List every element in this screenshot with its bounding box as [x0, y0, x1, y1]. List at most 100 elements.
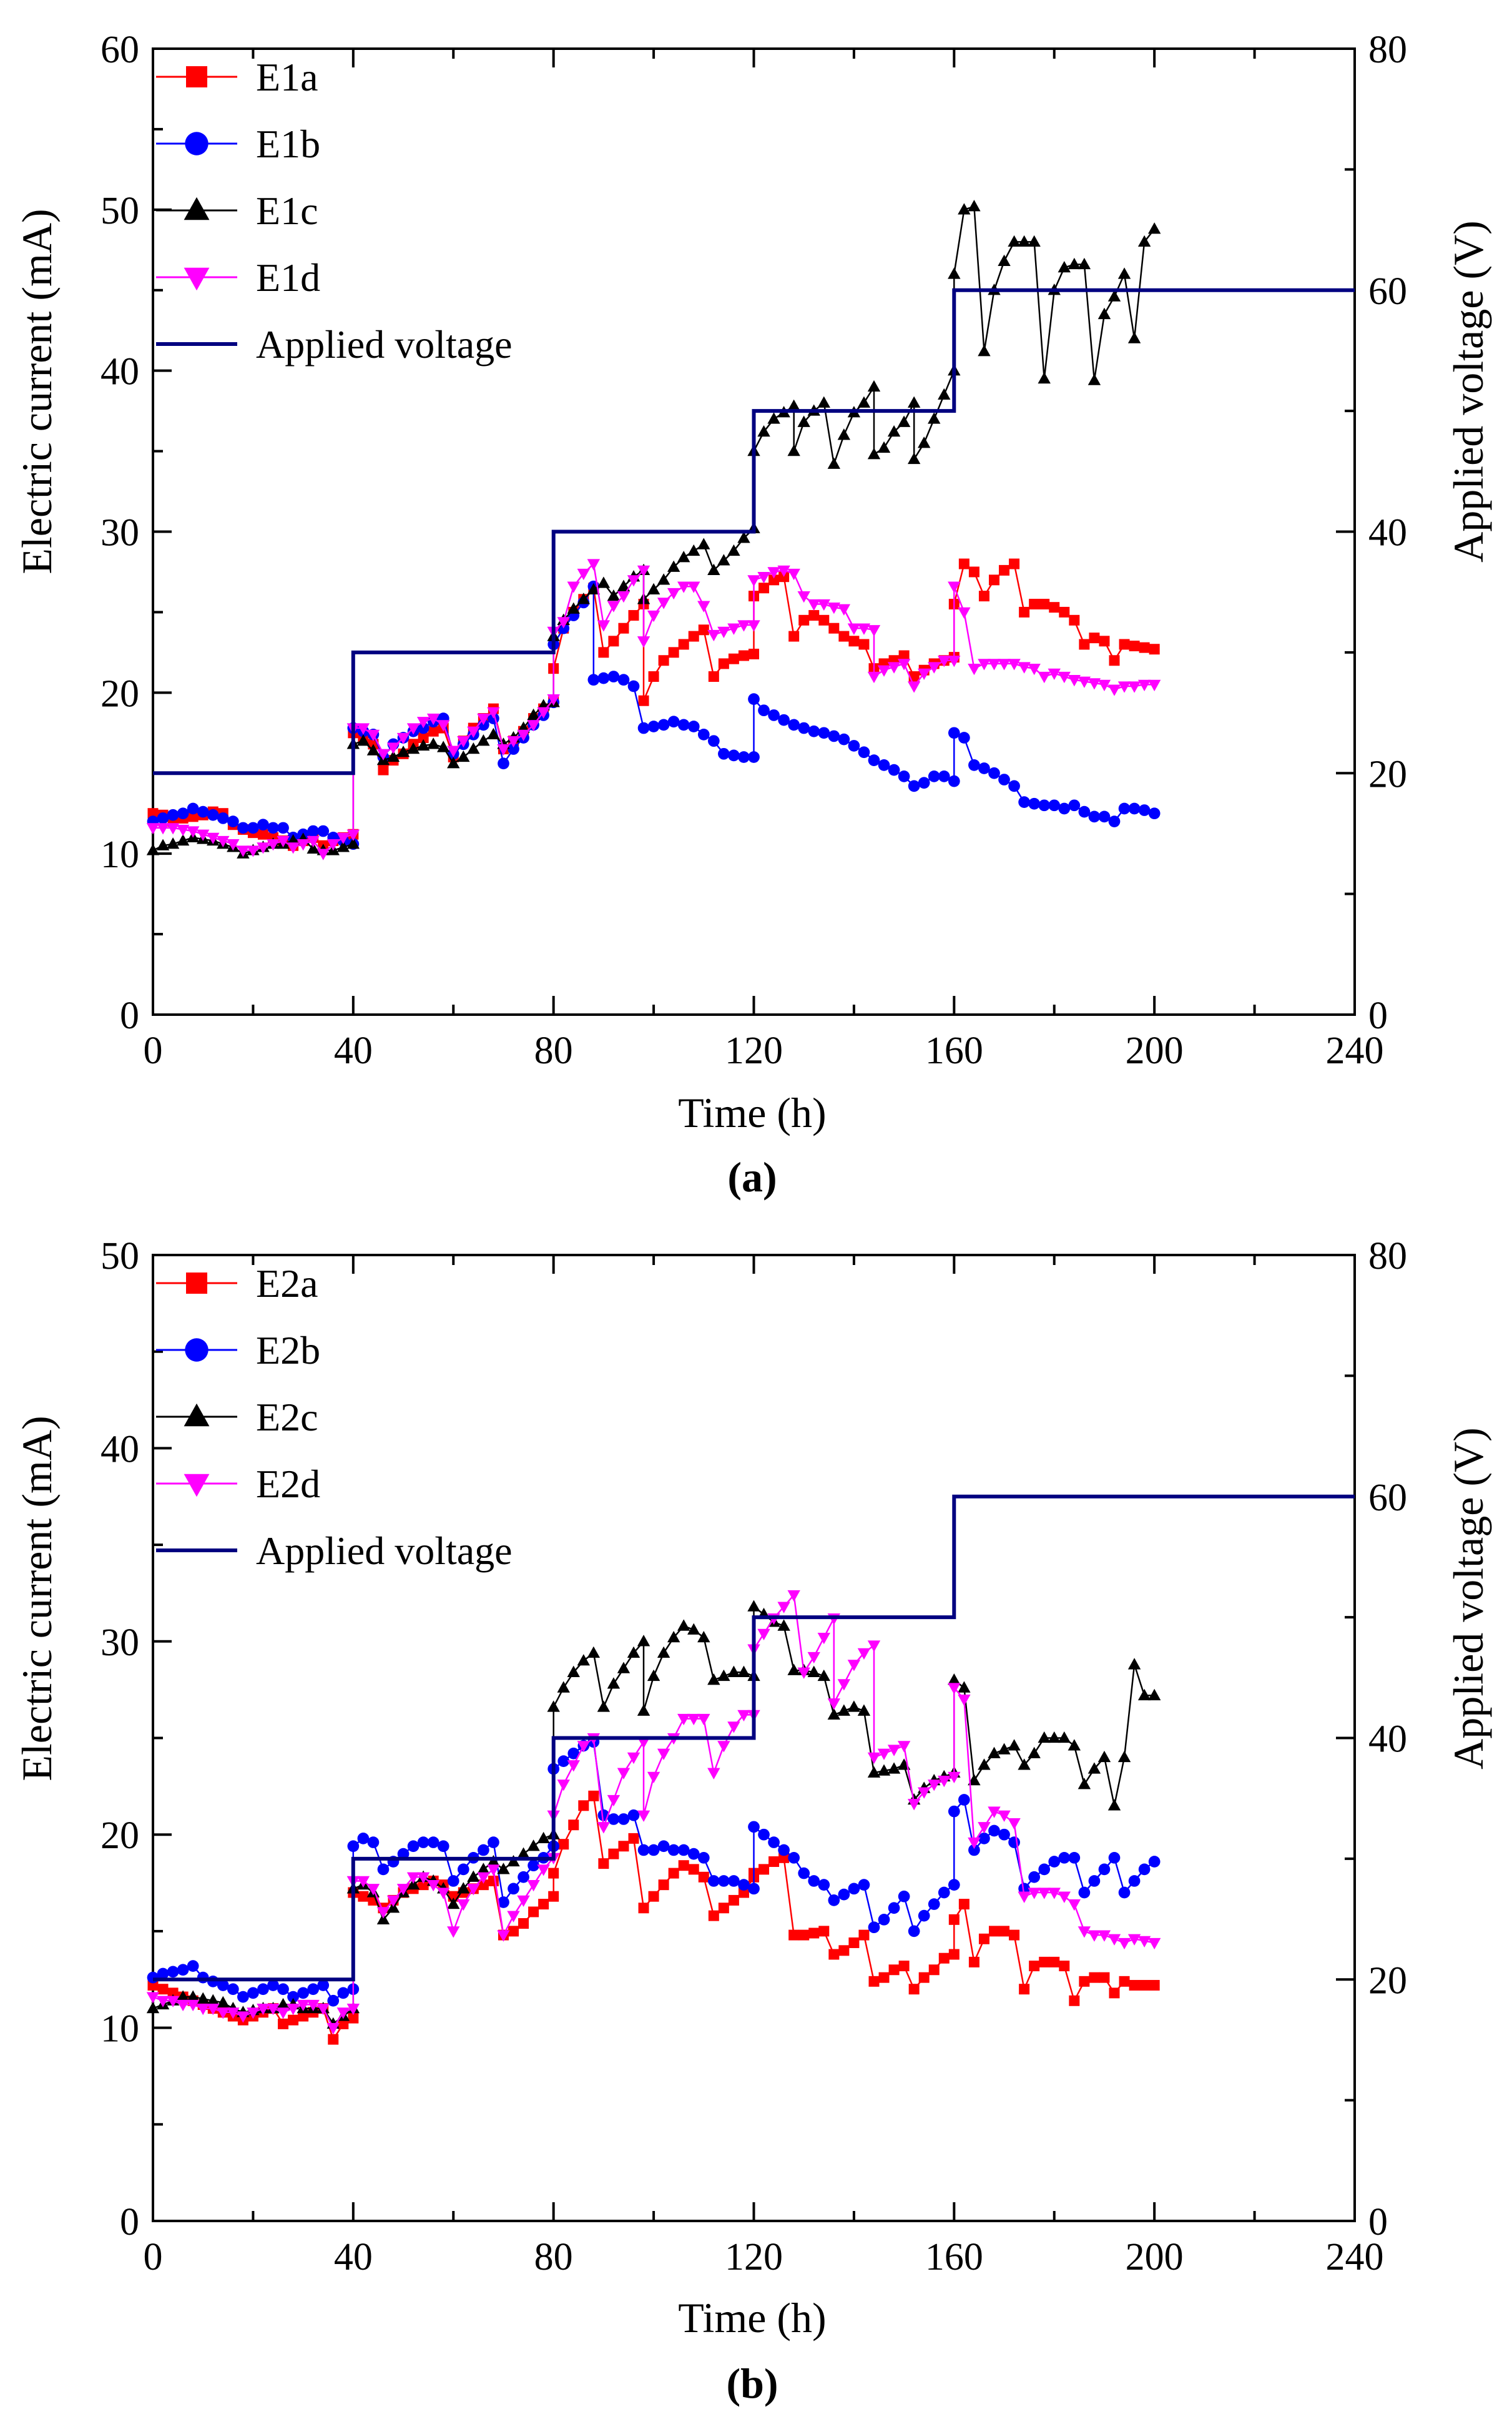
panel-b-series-e2c-point	[707, 1673, 720, 1685]
panel-b-series-e2d-point	[356, 1876, 370, 1888]
panel-a-series-e1a-point	[749, 648, 759, 659]
panel-b-series-e2d-point	[166, 1996, 180, 2007]
panel-a-series-e1c-point	[146, 844, 160, 855]
panel-b-y-tick-label: 0	[120, 2201, 139, 2243]
panel-b-series-e2d-point	[988, 1806, 1001, 1818]
panel-b-series-e2b-point	[187, 1960, 199, 1972]
panel-b-series-e2d-point	[156, 1996, 170, 2007]
panel-b-series-e2c-point	[386, 1901, 400, 1913]
panel-a-series-e1d-point	[1068, 675, 1081, 687]
panel-a-series-e1c-point	[587, 583, 601, 594]
panel-b-series-e2d-point	[297, 1999, 310, 2012]
panel-b-series-e2d-point	[837, 1679, 851, 1691]
panel-a-series-e1c-point	[176, 834, 190, 846]
panel-b-series-e2d-point	[958, 1694, 971, 1706]
panel-a-series-e1d-point	[998, 659, 1011, 671]
panel-b-legend-label: E2a	[256, 1261, 318, 1306]
panel-b-series-e2b-point	[738, 1879, 750, 1891]
panel-b-series-e2b-point	[1008, 1836, 1020, 1848]
panel-b-series-e2d-point	[978, 1822, 991, 1834]
panel-b-series-e2d-point	[376, 1907, 390, 1919]
panel-a-series-e1d-point	[497, 744, 510, 756]
panel-b-series-e2c-point	[988, 1746, 1001, 1758]
panel-b-series-e2a-point	[818, 1926, 830, 1937]
panel-b-series-e2b-point	[427, 1836, 439, 1848]
panel-b-series-e2b-point	[928, 1898, 940, 1910]
panel-b-series-e2a-point	[678, 1860, 689, 1871]
panel-b-series-e2b-point	[888, 1902, 900, 1914]
panel-b-series-e2c-point	[958, 1681, 971, 1693]
panel-b-series-e2b-point	[647, 1844, 660, 1856]
panel-b-series-e2d-point	[1008, 1818, 1021, 1830]
panel-a-series-e1d-point	[707, 629, 720, 642]
panel-b-series-e2d-point	[1087, 1930, 1101, 1942]
panel-a-legend-item: E1b	[156, 122, 320, 166]
panel-b-series-e2b-point	[267, 1979, 279, 1991]
panel-b-series-e2c-point	[978, 1758, 991, 1770]
panel-b-series-e2c-point	[146, 2002, 160, 2014]
panel-b-series-e2b-point	[437, 1840, 449, 1853]
panel-b-series-e2b-point	[217, 1979, 229, 1991]
panel-a-series-e1b-point	[707, 735, 720, 747]
panel-b-series-e2b-point	[167, 1966, 179, 1978]
panel-b-series-e2b-point	[457, 1863, 469, 1876]
panel-b-legend: E2a E2b E2c E2d Applied voltage	[156, 1261, 513, 1573]
panel-b-series-e2c-point	[1087, 1762, 1101, 1774]
panel-b-series-e2d-point	[707, 1768, 720, 1780]
panel-a-series-e1a-point	[378, 764, 389, 775]
panel-b-series-e2a-point	[588, 1790, 599, 1801]
panel-a-series-e1b-point	[617, 674, 630, 686]
panel-a-series-e1c-point	[1018, 235, 1031, 247]
panel-a-series-e1a-point	[1129, 641, 1140, 652]
panel-a-series-e1d-point	[697, 601, 710, 613]
panel-a-series-e1a-point	[1059, 606, 1070, 618]
panel-a-series-e1a-point	[628, 610, 639, 621]
panel-a-series-e1d-point	[336, 832, 350, 845]
panel-b-series-e2c-point	[807, 1665, 820, 1677]
panel-a-series-e1d-point	[1147, 679, 1161, 692]
panel-b-series-e2d-point	[317, 2004, 330, 2016]
panel-b-series-e2b-point	[1058, 1851, 1071, 1864]
panel-b-series-e2a-point	[999, 1926, 1010, 1937]
panel-a-series-e1b-point	[207, 809, 219, 821]
panel-b-series-e2d-point	[1147, 1937, 1161, 1950]
panel-a-series-e1a-point	[1019, 606, 1030, 618]
panel-b-series-e2a-point	[948, 1949, 960, 1960]
panel-a-series-e1d-point	[267, 839, 280, 851]
panel-a-series-e1b-point	[898, 770, 910, 782]
panel-a-series-e1d-point	[747, 575, 760, 587]
panel-b-series-e2c-point	[1068, 1739, 1081, 1751]
panel-a-series-e1c-point	[657, 573, 670, 585]
panel-a-series-e1c-point	[767, 412, 780, 424]
panel-a-series-e1d-point	[897, 659, 911, 671]
panel-a-series-e1c-point	[797, 415, 810, 427]
panel-a-y2-tick-label: 40	[1368, 512, 1407, 554]
panel-b-series-e2c-point	[717, 1669, 730, 1681]
panel-a-series-e1d-point	[1058, 671, 1071, 684]
panel-b-series-e2b-point	[908, 1925, 920, 1937]
panel-b-series-e2b-point	[307, 1983, 320, 1996]
panel-a-series-e1d-point	[477, 713, 490, 726]
panel-b-y-tick-label: 10	[101, 2008, 139, 2050]
panel-a-series-e1b-point	[1018, 796, 1030, 809]
panel-b-series-e2b-point	[1038, 1863, 1051, 1876]
panel-a-series-e1b-point	[818, 727, 830, 739]
panel-b-series-e2d-point	[948, 1683, 961, 1695]
panel-a-series-e1a-point	[978, 591, 989, 602]
panel-a-series-e1d-point	[978, 659, 991, 671]
panel-a-series-e1a-point	[708, 671, 719, 682]
panel-b-series-e2b-point	[237, 1991, 249, 2003]
panel-a-series-e1a-point	[1089, 633, 1100, 644]
panel-b-series-e2a-point	[628, 1833, 639, 1844]
panel-b-series-e2d-point	[567, 1760, 580, 1772]
panel-b-series-e2d-point	[207, 2004, 220, 2016]
panel-b-series-e2b-point	[728, 1875, 740, 1887]
panel-a-series-e1d-point	[1048, 668, 1061, 681]
panel-b-series-e2d-point	[817, 1632, 830, 1645]
panel-b-series-e2b-point	[277, 1983, 289, 1996]
panel-a-series-e1c-point	[1068, 257, 1081, 270]
panel-b-series-e2a-point	[1069, 1995, 1080, 2006]
panel-b-legend-label: E2d	[256, 1462, 320, 1506]
panel-b-series-e2b-point	[1028, 1871, 1041, 1883]
